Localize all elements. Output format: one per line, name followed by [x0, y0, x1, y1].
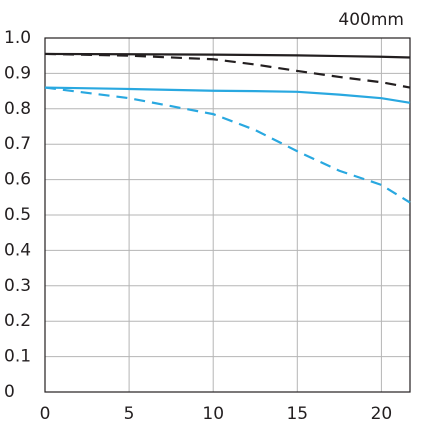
- y-tick-label: 0.2: [4, 311, 31, 331]
- series-line: [44, 52, 411, 89]
- x-tick-label: 0: [40, 404, 51, 424]
- y-tick-label: 0.9: [4, 63, 31, 83]
- y-tick-label: 0.7: [4, 134, 31, 154]
- series-line: [44, 86, 411, 204]
- series-line: [44, 52, 411, 59]
- plot-frame: [44, 37, 411, 393]
- y-tick-label: 0.3: [4, 276, 31, 296]
- y-tick-label: 0: [4, 382, 15, 402]
- x-tick-label: 5: [124, 404, 135, 424]
- y-tick-label: 0.8: [4, 99, 31, 119]
- chart-title: 400mm: [338, 10, 404, 30]
- series-line: [44, 86, 411, 104]
- x-tick-label: 20: [371, 404, 393, 424]
- y-tick-label: 0.5: [4, 205, 31, 225]
- y-tick-label: 0.4: [4, 240, 31, 260]
- y-tick-label: 0.6: [4, 170, 31, 190]
- y-tick-label: 1.0: [4, 28, 31, 48]
- x-tick-label: 10: [202, 404, 224, 424]
- y-tick-label: 0.1: [4, 347, 31, 367]
- x-tick-label: 15: [286, 404, 308, 424]
